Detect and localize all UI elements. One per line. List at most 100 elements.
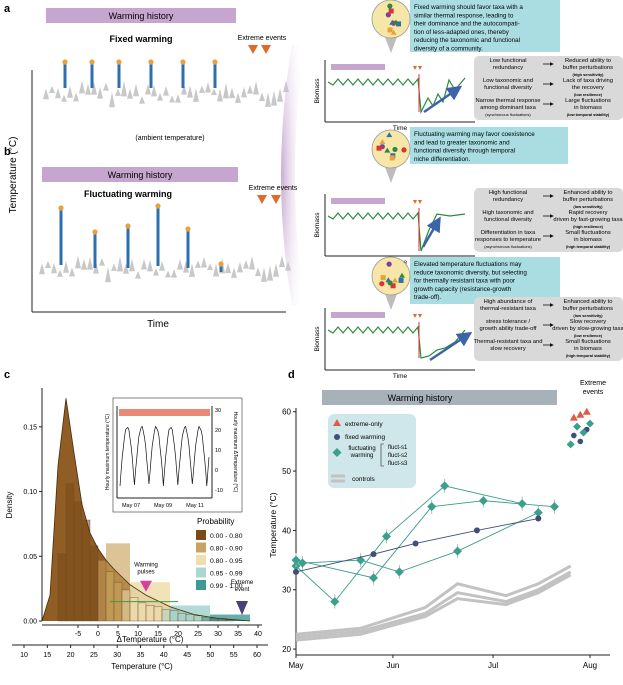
fluct-point bbox=[427, 502, 437, 512]
mechanism-tag: (low resilience) bbox=[574, 333, 603, 338]
ambient-mark bbox=[159, 261, 165, 271]
mechanism-tag: (low resilience) bbox=[574, 92, 603, 97]
ambient-mark bbox=[91, 81, 97, 95]
ambient-mark bbox=[45, 260, 51, 268]
mechanism-effect: Lack of taxa driving bbox=[563, 78, 613, 84]
mechanism-box bbox=[474, 297, 623, 361]
ambient-mark bbox=[49, 85, 55, 93]
legend-swatch bbox=[196, 555, 206, 565]
inset-y-tick: 20 bbox=[215, 428, 221, 434]
ambient-note: (ambient temperature) bbox=[135, 135, 204, 142]
info-box bbox=[410, 127, 568, 164]
ambient-mark bbox=[105, 266, 111, 283]
recovery-arrow bbox=[429, 331, 473, 362]
ambient-mark bbox=[207, 263, 213, 271]
graph-y-label: Biomass bbox=[314, 326, 321, 352]
extreme-only-point bbox=[582, 407, 591, 415]
inset-temperature-line bbox=[119, 425, 210, 487]
control-line bbox=[295, 573, 572, 642]
inset-y-tick: 0 bbox=[215, 468, 218, 474]
c-x-tick-delta: 10 bbox=[134, 631, 142, 638]
mechanism-cause-tag: (asynchronous fluctuations) bbox=[484, 244, 532, 249]
ambient-mark bbox=[153, 268, 159, 276]
prob-zone bbox=[210, 614, 250, 621]
warming-pulse-label: Warming bbox=[134, 562, 158, 568]
ambient-mark bbox=[193, 88, 199, 102]
bubble-pointer bbox=[385, 37, 397, 53]
histogram-chart: 0.00 0.05 0.10 0.15 Density -5 0 5 10 15 20 25 30 35 4… bbox=[5, 388, 268, 671]
ambient-mark bbox=[231, 267, 237, 278]
fluct-point bbox=[330, 597, 340, 607]
biomass-line bbox=[327, 77, 466, 115]
legend-swatch bbox=[196, 580, 206, 590]
mechanism-cause: thermal-resistant taxa bbox=[480, 306, 537, 312]
d-y-tick: 60 bbox=[282, 408, 291, 417]
legend-fluctuating: warming bbox=[350, 453, 374, 459]
ambient-mark bbox=[217, 88, 223, 102]
fixed-point bbox=[412, 540, 419, 547]
ambient-mark bbox=[181, 83, 187, 95]
inset-y-tick: 10 bbox=[215, 448, 221, 454]
ambient-mark bbox=[177, 258, 183, 270]
inset-x-tick: May 09 bbox=[154, 503, 172, 509]
panel-d: d Warming history Extreme events 20 30 40 50 60… bbox=[268, 369, 610, 670]
mechanism-effect: Rapid recovery bbox=[569, 210, 608, 216]
ambient-mark bbox=[277, 88, 283, 102]
panel-b: b Warming history Fluctuating warming Ex… bbox=[4, 146, 298, 283]
ambient-mark bbox=[139, 95, 145, 104]
histogram-bin bbox=[65, 483, 75, 622]
ambient-mark bbox=[247, 84, 253, 94]
biomass-line bbox=[327, 211, 466, 252]
c-x-tick-delta: 0 bbox=[96, 631, 100, 638]
ambient-mark bbox=[243, 259, 249, 269]
info-text: Fixed warming should favor taxa with a bbox=[414, 4, 523, 11]
warming-bar-tip bbox=[185, 226, 191, 232]
fluct-point bbox=[369, 573, 379, 583]
ambient-mark bbox=[43, 88, 49, 100]
ambient-mark bbox=[223, 82, 229, 99]
info-text: niche differentiation. bbox=[414, 156, 470, 163]
inset-x-tick: May 07 bbox=[122, 503, 140, 509]
scenario-rows: Fixed warming should favor taxa with asi… bbox=[314, 0, 623, 380]
extreme-only-point bbox=[569, 413, 578, 421]
ambient-mark bbox=[163, 86, 169, 96]
fluct-point bbox=[291, 555, 301, 565]
mechanism-cause: stress tolerance / bbox=[486, 319, 531, 325]
legend-label: 0.80 - 0.90 bbox=[210, 546, 243, 553]
c-x-tick-temp: 50 bbox=[207, 652, 215, 659]
c-x-tick-delta: 25 bbox=[194, 631, 202, 638]
ambient-mark bbox=[211, 88, 217, 96]
ambient-mark bbox=[85, 83, 91, 95]
taxon-circle bbox=[379, 281, 385, 287]
legend-fixed: fixed warming bbox=[345, 434, 385, 441]
mechanism-cause: High taxonomic and bbox=[482, 210, 533, 216]
c-y-tick: 0.15 bbox=[23, 424, 37, 431]
ambient-mark bbox=[235, 92, 241, 103]
mechanism-cause: functional diversity bbox=[484, 85, 532, 91]
fluct-point bbox=[440, 481, 450, 491]
ambient-mark bbox=[261, 267, 267, 282]
warming-history-bar-b bbox=[42, 167, 238, 182]
legend-fluct-label: fluct-s2 bbox=[388, 453, 408, 459]
graph-x-label: Time bbox=[393, 373, 408, 380]
histogram-bin bbox=[105, 571, 115, 622]
d-y-tick: 50 bbox=[282, 467, 291, 476]
inset-y2-label: Hourly maximum ΔTemperature (°C) bbox=[232, 412, 238, 493]
d-x-tick: Jul bbox=[488, 661, 498, 670]
d-y-tick: 30 bbox=[282, 586, 291, 595]
histogram-bin bbox=[153, 606, 163, 622]
mechanism-effect: Slow recovery bbox=[570, 319, 607, 325]
fluct-point bbox=[394, 567, 404, 577]
ambient-mark bbox=[69, 267, 75, 277]
mechanism-tag: (low sensitivity) bbox=[573, 204, 603, 209]
extreme-events-label-d: Extreme bbox=[580, 380, 606, 387]
extreme-fluct-point bbox=[573, 422, 582, 431]
info-text: Fluctuating warming may favor coexistenc… bbox=[414, 131, 535, 138]
c-x-label-delta: ΔTemperature (°C) bbox=[117, 635, 184, 644]
mechanism-cause: High functional bbox=[489, 190, 527, 196]
histogram-bin bbox=[57, 553, 67, 622]
taxon-triangle bbox=[389, 19, 396, 25]
fluctuating-warming-bars bbox=[58, 203, 224, 272]
info-text: tion of less-adapted ones, thereby bbox=[414, 29, 510, 36]
